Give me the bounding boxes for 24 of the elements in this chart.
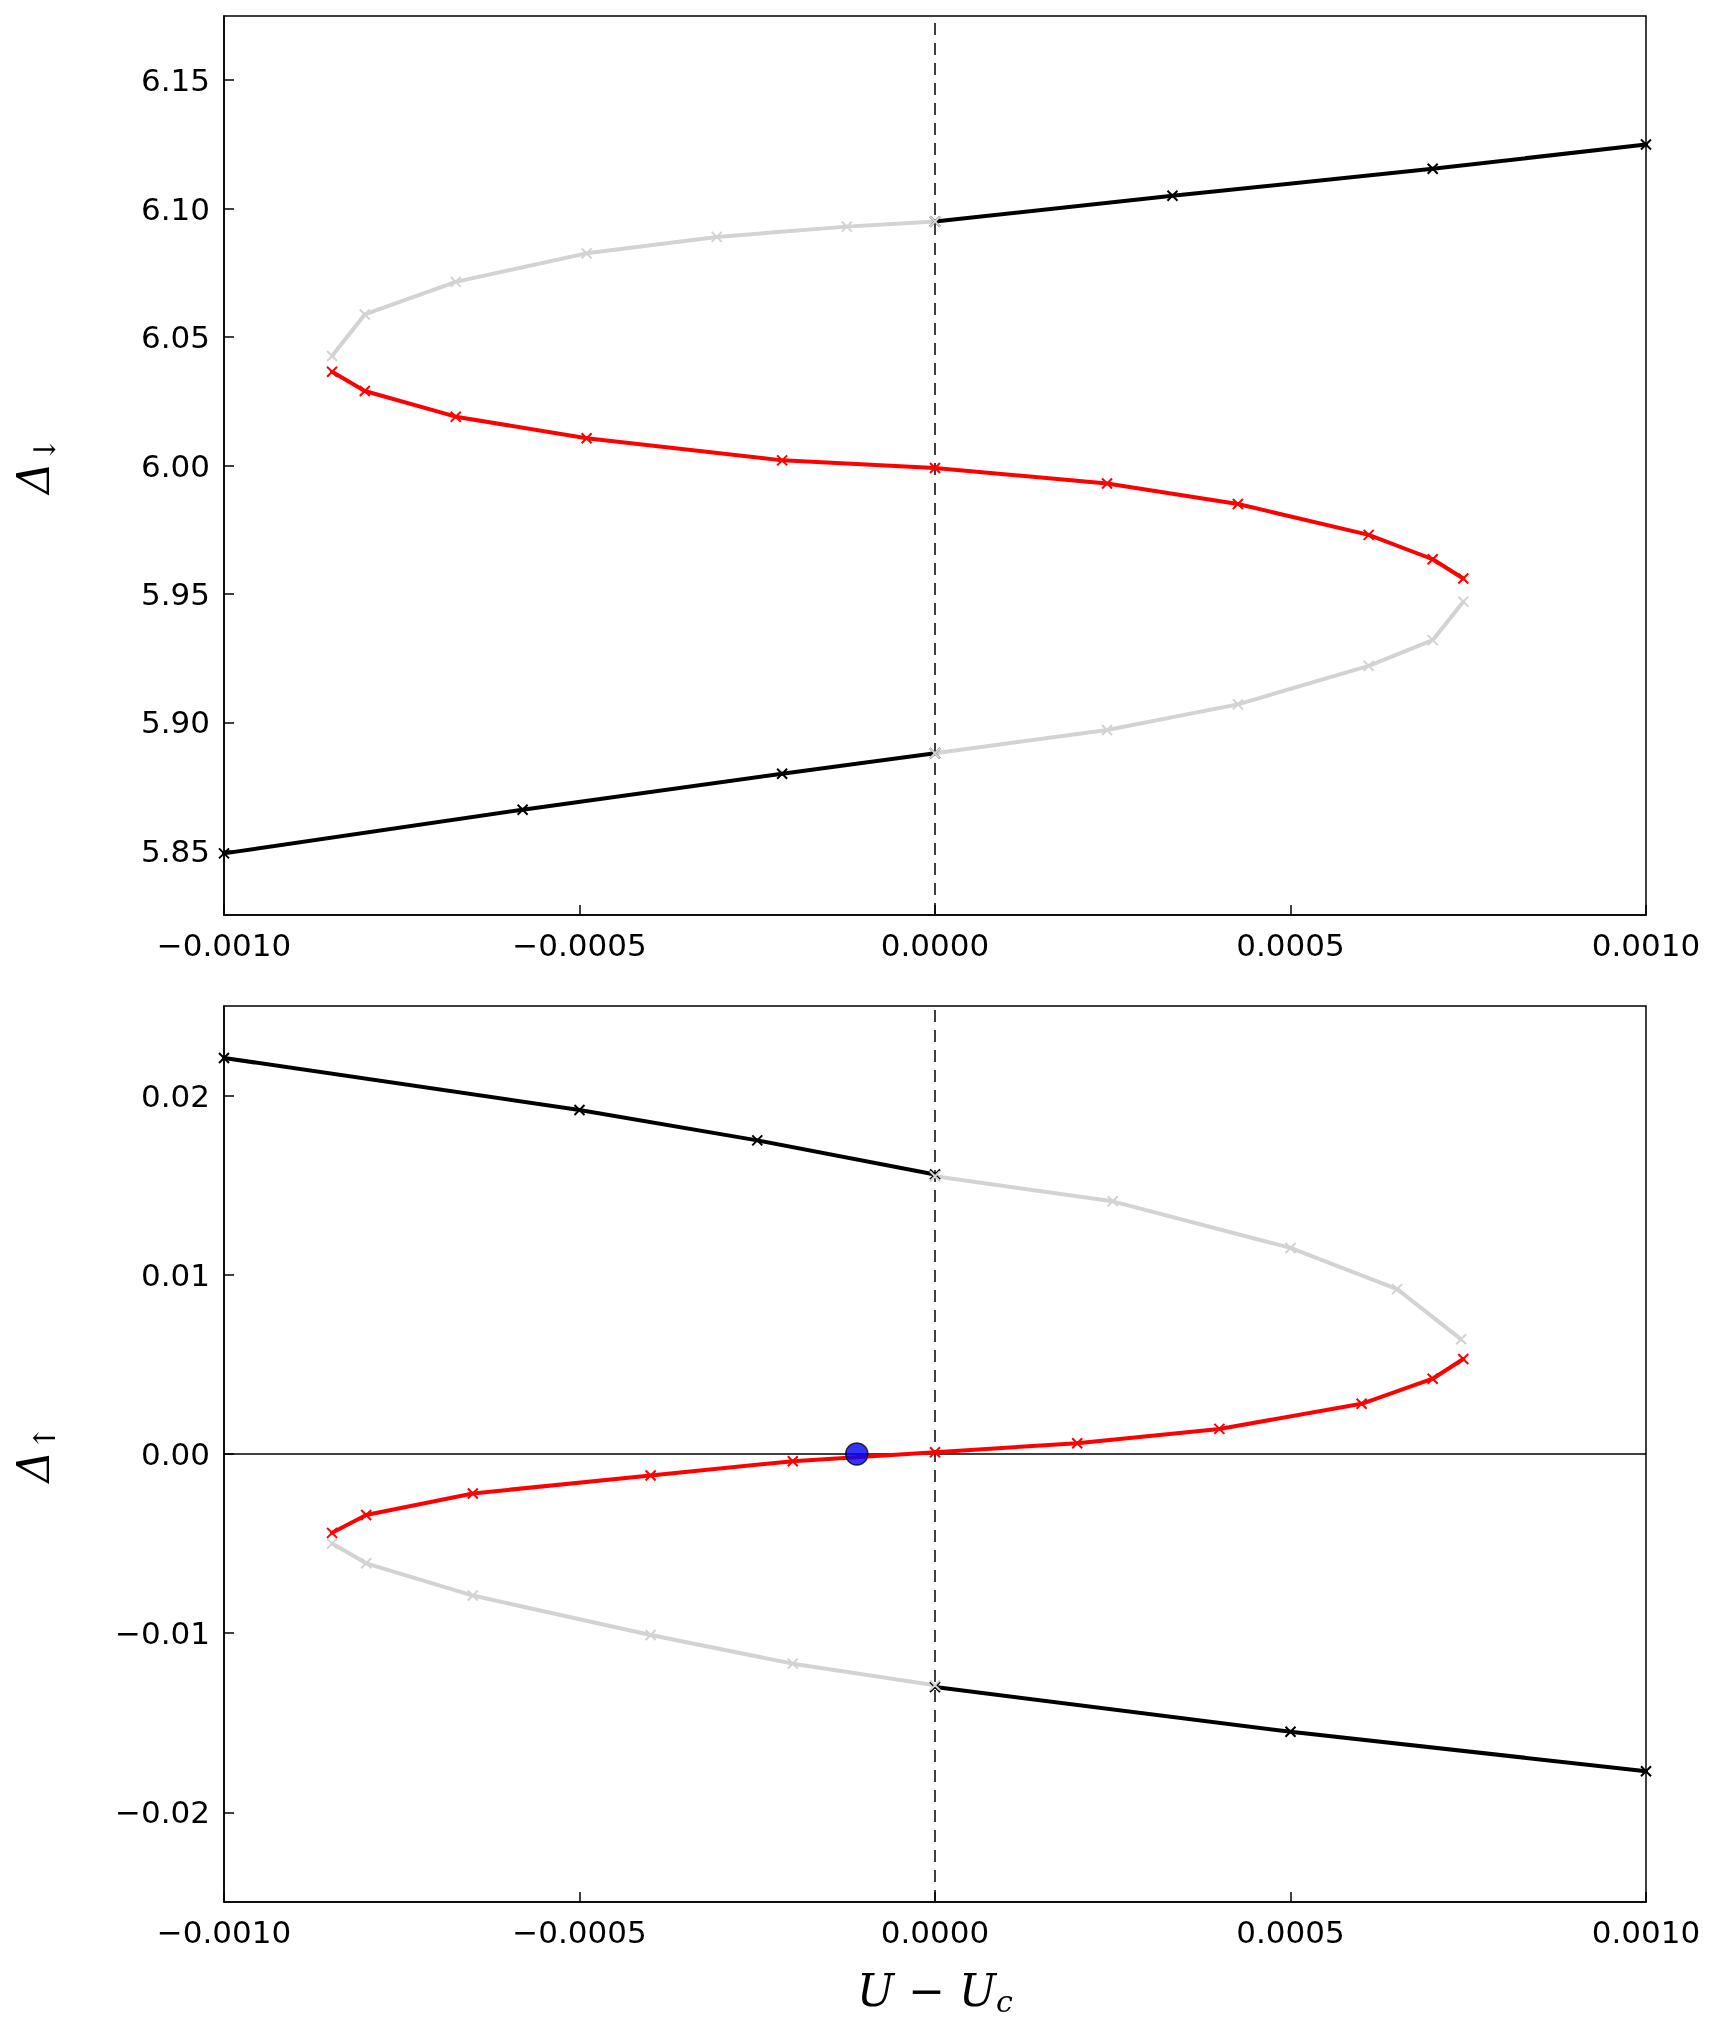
y-tick-label: 6.05 [140,319,210,356]
y-tick-label: 0.02 [140,1077,210,1114]
y-tick-label: −0.01 [115,1615,210,1652]
x-tick-label: 0.0000 [880,1913,990,1950]
x-tick-label: 0.0005 [1236,1913,1345,1950]
x-tick-label: 0.0005 [1236,926,1345,963]
y-tick-label: 5.85 [140,832,210,869]
y-axis-title: Δ↓ [7,437,62,496]
y-tick-label: 5.95 [140,575,210,612]
y-tick-label: 6.10 [140,190,210,227]
x-tick-label: −0.0010 [156,1913,292,1950]
x-tick-label: 0.0010 [1591,926,1701,963]
x-tick-label: −0.0005 [512,1913,647,1950]
y-axis-title: Δ↑ [7,1425,62,1485]
y-tick-label: 6.15 [140,62,210,99]
y-tick-label: 6.00 [140,447,210,484]
x-tick-label: 0.0010 [1591,1913,1701,1950]
y-tick-label: 0.01 [140,1256,210,1293]
x-tick-label: −0.0010 [156,926,292,963]
x-tick-label: 0.0000 [880,926,990,963]
y-tick-label: 0.00 [140,1436,210,1472]
y-tick-label: −0.02 [115,1794,210,1831]
y-tick-label: 5.90 [140,704,210,741]
x-tick-label: −0.0005 [512,926,647,963]
